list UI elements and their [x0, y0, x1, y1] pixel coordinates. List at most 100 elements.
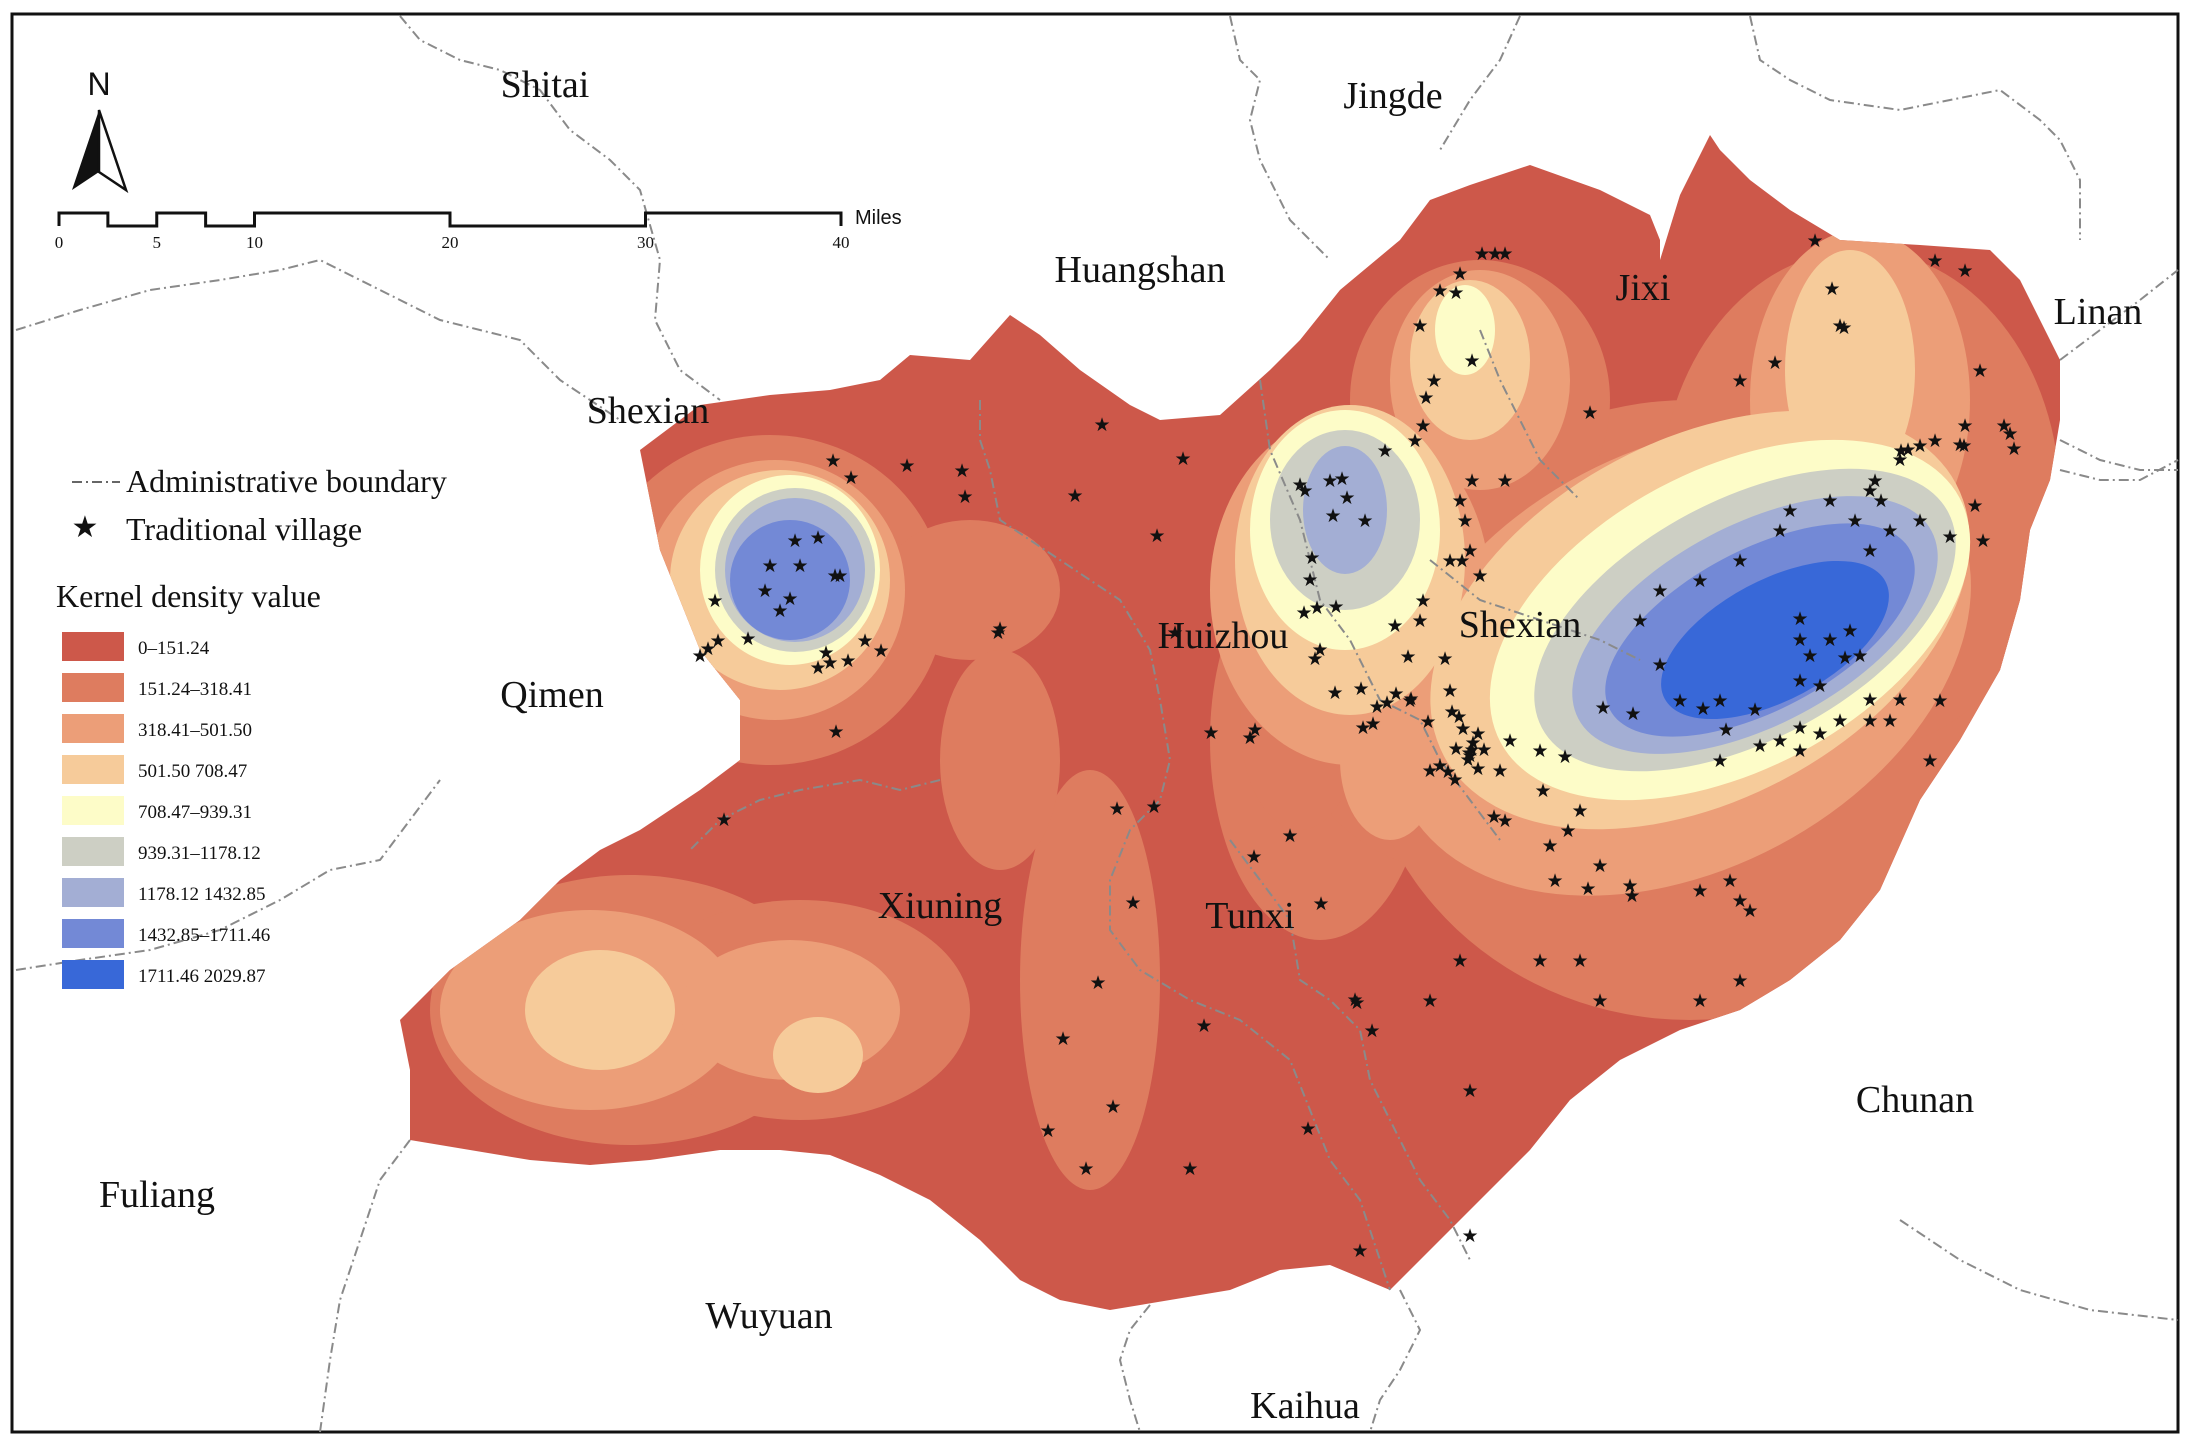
label-wuyuan: Wuyuan [705, 1295, 832, 1337]
village-star-icon: ★ [1399, 646, 1416, 668]
village-star-icon: ★ [1534, 780, 1551, 802]
village-star-icon: ★ [1296, 480, 1313, 502]
village-star-icon: ★ [1872, 490, 1889, 512]
village-star-icon: ★ [1501, 730, 1518, 752]
village-star-icon: ★ [1425, 370, 1442, 392]
scale-tick-label: 40 [833, 233, 850, 252]
legend-swatch [62, 878, 124, 907]
village-star-icon: ★ [1281, 825, 1298, 847]
village-star-icon: ★ [953, 460, 970, 482]
village-star-icon: ★ [1124, 892, 1141, 914]
village-star-icon: ★ [1971, 360, 1988, 382]
village-star-icon: ★ [1746, 699, 1763, 721]
village-star-icon: ★ [1054, 1028, 1071, 1050]
village-star-icon: ★ [1475, 739, 1492, 761]
scale-tick-label: 30 [637, 233, 654, 252]
village-star-icon: ★ [1951, 434, 1968, 456]
village-star-icon: ★ [1594, 697, 1611, 719]
village-star-icon: ★ [1791, 608, 1808, 630]
village-star-icon: ★ [1441, 550, 1458, 572]
scale-tick-label: 20 [442, 233, 459, 252]
village-star-icon: ★ [1301, 569, 1318, 591]
village-star-icon: ★ [839, 650, 856, 672]
village-star-icon: ★ [1321, 470, 1338, 492]
village-star-icon: ★ [1421, 990, 1438, 1012]
legend-title: Kernel density value [56, 578, 321, 614]
place-labels: Shitai Jingde Huangshan Jixi Linan Shexi… [99, 64, 2142, 1427]
village-star-icon: ★ [1066, 485, 1083, 507]
village-star-icon: ★ [709, 630, 726, 652]
label-huangshan: Huangshan [1055, 249, 1226, 291]
village-star-icon: ★ [1995, 415, 2012, 437]
village-star-icon: ★ [1093, 414, 1110, 436]
village-star-icon: ★ [809, 527, 826, 549]
village-star-icon: ★ [1327, 596, 1344, 618]
village-star-icon: ★ [1354, 717, 1371, 739]
village-star-icon: ★ [1386, 615, 1403, 637]
village-star-icon: ★ [1406, 430, 1423, 452]
village-star-icon: ★ [1387, 683, 1404, 705]
legend-class-label: 501.50 708.47 [138, 761, 247, 782]
village-star-icon: ★ [1447, 282, 1464, 304]
village-star-icon: ★ [1559, 820, 1576, 842]
legend-class-label: 939.31–1178.12 [138, 843, 261, 864]
village-star-icon: ★ [1911, 510, 1928, 532]
village-star-icon: ★ [1454, 718, 1471, 740]
label-kaihua: Kaihua [1250, 1385, 1360, 1427]
scale-tick-label: 5 [153, 233, 162, 252]
village-star-icon: ★ [1731, 970, 1748, 992]
village-star-icon: ★ [2005, 438, 2022, 460]
village-star-icon: ★ [1781, 500, 1798, 522]
scale-tick-label: 0 [55, 233, 64, 252]
village-star-icon: ★ [1866, 470, 1883, 492]
legend-class-label: 1432.85–1711.46 [138, 925, 270, 946]
village-star-icon: ★ [1831, 315, 1848, 337]
village-star-icon: ★ [1624, 703, 1641, 725]
village-star-icon: ★ [1463, 350, 1480, 372]
village-star-icon: ★ [1931, 690, 1948, 712]
village-star-icon: ★ [1651, 580, 1668, 602]
scale-unit: Miles [855, 207, 902, 229]
village-star-icon: ★ [1378, 692, 1395, 714]
village-star-icon: ★ [1571, 950, 1588, 972]
administrative-boundaries [15, 15, 2179, 1433]
village-star-icon: ★ [1791, 717, 1808, 739]
village-star-icon: ★ [821, 652, 838, 674]
village-star-icon: ★ [1891, 689, 1908, 711]
village-star-icon: ★ [1731, 890, 1748, 912]
village-star-icon: ★ [1671, 690, 1688, 712]
legend-swatch [62, 673, 124, 702]
legend: Administrative boundary ★ Traditional vi… [56, 463, 447, 989]
village-star-icon: ★ [1402, 688, 1419, 710]
village-star-icon: ★ [1446, 769, 1463, 791]
village-star-icon: ★ [1861, 540, 1878, 562]
village-star-icon: ★ [1401, 690, 1418, 712]
village-star-icon: ★ [1491, 760, 1508, 782]
village-star-icon: ★ [1921, 750, 1938, 772]
map-frame [10, 12, 2180, 1434]
village-star-icon: ★ [898, 455, 915, 477]
village-star-icon: ★ [1419, 711, 1436, 733]
village-star-icon: ★ [1556, 746, 1573, 768]
village-star-icon: ★ [1351, 1240, 1368, 1262]
village-star-icon: ★ [1717, 719, 1734, 741]
village-star-icon: ★ [786, 530, 803, 552]
village-star-icon: ★ [1295, 602, 1312, 624]
village-star-icon: ★ [817, 642, 834, 664]
label-chunan: Chunan [1856, 1079, 1974, 1121]
village-star-icon: ★ [1348, 992, 1365, 1014]
village-star-icon: ★ [756, 580, 773, 602]
village-star-icon: ★ [991, 618, 1008, 640]
label-fuliang: Fuliang [99, 1174, 215, 1216]
village-star-icon: ★ [1496, 810, 1513, 832]
village-star-icon: ★ [1486, 243, 1503, 265]
village-star-icon: ★ [1356, 510, 1373, 532]
village-star-icon: ★ [1411, 610, 1428, 632]
village-star-icon: ★ [1623, 885, 1640, 907]
village-star-icon: ★ [1299, 1118, 1316, 1140]
village-star-icon: ★ [1941, 526, 1958, 548]
legend-swatch [62, 714, 124, 743]
village-star-icon: ★ [1831, 710, 1848, 732]
village-star-icon: ★ [1835, 317, 1852, 339]
village-star-icon: ★ [1691, 570, 1708, 592]
